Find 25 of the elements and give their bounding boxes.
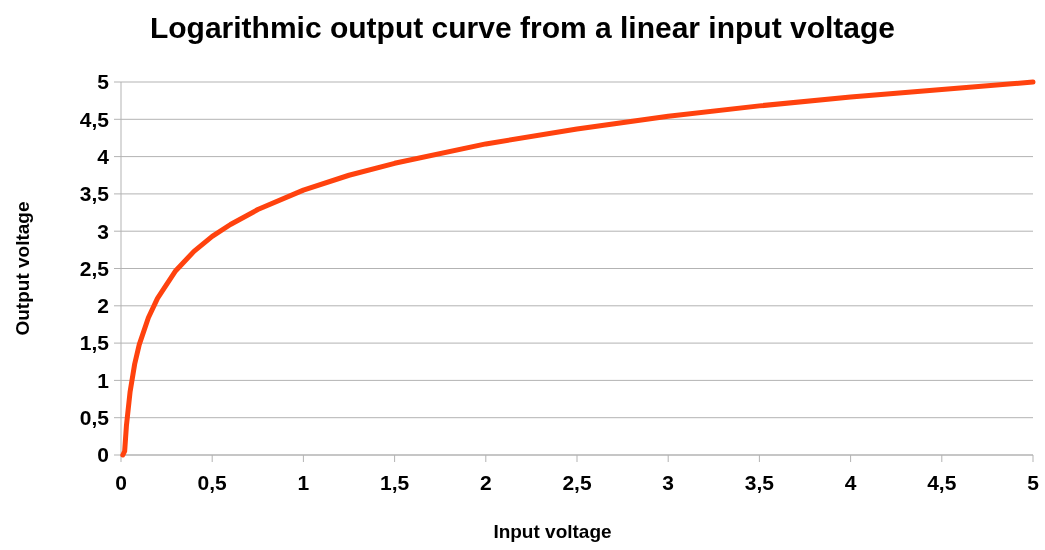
x-tick-label: 3,5 [744,471,775,494]
x-tick-label: 3 [662,471,675,494]
x-tick-label: 0,5 [197,471,228,494]
chart-title: Logarithmic output curve from a linear input voltage [149,11,896,44]
y-tick-label: 4 [97,144,110,168]
x-tick-label: 2,5 [562,471,592,494]
y-tick-label: 2,5 [79,256,110,280]
x-tick-label: 1,5 [380,471,410,494]
y-tick-label: 3 [97,219,109,243]
x-tick-label: 0 [115,471,127,494]
y-tick-label: 1 [97,368,110,392]
y-tick-label: 3,5 [79,182,110,206]
x-tick-label: 2 [479,471,492,494]
y-tick-label: 4,5 [79,107,110,131]
y-axis-title: Output voltage [12,201,33,336]
y-tick-label: 5 [97,70,110,94]
y-tick-label: 1,5 [79,331,110,355]
x-axis-title: Input voltage [493,521,612,542]
x-tick-label: 4,5 [927,471,957,494]
x-tick-label: 4 [844,471,857,494]
y-tick-label: 0,5 [79,406,110,430]
x-tick-label: 5 [1027,471,1040,494]
y-tick-label: 2 [97,294,109,318]
x-tick-label: 1 [297,471,310,494]
y-tick-label: 0 [97,443,109,467]
